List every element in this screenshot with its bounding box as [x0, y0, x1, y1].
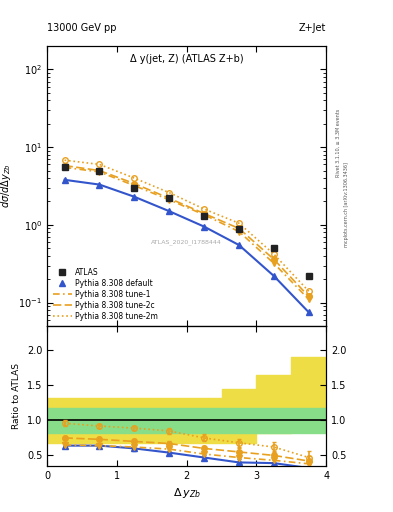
Pythia 8.308 tune-1	[237, 228, 241, 234]
Pythia 8.308 default	[307, 309, 311, 315]
Pythia 8.308 tune-1	[307, 296, 311, 303]
Pythia 8.308 tune-2c	[237, 225, 241, 231]
Pythia 8.308 tune-2m	[97, 161, 102, 167]
ATLAS	[97, 167, 102, 174]
Pythia 8.308 default	[62, 177, 67, 183]
Pythia 8.308 tune-2m	[202, 206, 206, 212]
ATLAS	[307, 273, 311, 279]
Pythia 8.308 tune-2m	[272, 251, 276, 257]
Pythia 8.308 tune-2c	[307, 293, 311, 300]
X-axis label: $\Delta\,y_{Zb}$: $\Delta\,y_{Zb}$	[173, 486, 200, 500]
Line: Pythia 8.308 tune-2m: Pythia 8.308 tune-2m	[64, 160, 309, 291]
Pythia 8.308 default	[97, 182, 102, 188]
Pythia 8.308 default	[132, 194, 137, 200]
Line: Pythia 8.308 tune-2c: Pythia 8.308 tune-2c	[64, 165, 309, 296]
Pythia 8.308 tune-2m	[62, 157, 67, 163]
Text: mcplots.cern.ch [arXiv:1306.3436]: mcplots.cern.ch [arXiv:1306.3436]	[344, 162, 349, 247]
Text: Rivet 3.1.10, ≥ 3.3M events: Rivet 3.1.10, ≥ 3.3M events	[336, 109, 341, 178]
Pythia 8.308 tune-1	[272, 260, 276, 266]
Line: ATLAS: ATLAS	[61, 164, 312, 280]
Pythia 8.308 tune-2c	[202, 210, 206, 217]
Pythia 8.308 tune-2c	[167, 195, 172, 201]
ATLAS	[237, 226, 241, 232]
Pythia 8.308 tune-2c	[97, 167, 102, 174]
Pythia 8.308 default	[167, 208, 172, 214]
ATLAS	[167, 195, 172, 201]
Pythia 8.308 tune-2c	[132, 181, 137, 187]
Pythia 8.308 tune-1	[132, 183, 137, 189]
Text: Z+Jet: Z+Jet	[299, 23, 326, 33]
Pythia 8.308 tune-2m	[167, 189, 172, 196]
ATLAS	[132, 185, 137, 191]
Pythia 8.308 tune-1	[202, 211, 206, 218]
Text: Δ y(jet, Z) (ATLAS Z+b): Δ y(jet, Z) (ATLAS Z+b)	[130, 54, 244, 65]
Y-axis label: Ratio to ATLAS: Ratio to ATLAS	[12, 363, 21, 429]
Pythia 8.308 default	[272, 273, 276, 279]
Pythia 8.308 tune-1	[62, 164, 67, 170]
Pythia 8.308 tune-2m	[237, 220, 241, 226]
ATLAS	[62, 164, 67, 170]
Pythia 8.308 tune-1	[97, 169, 102, 175]
Pythia 8.308 tune-2m	[307, 288, 311, 294]
Pythia 8.308 default	[237, 242, 241, 248]
Text: 13000 GeV pp: 13000 GeV pp	[47, 23, 117, 33]
Y-axis label: $d\sigma/d\Delta y_{Zb}$: $d\sigma/d\Delta y_{Zb}$	[0, 163, 13, 208]
Line: Pythia 8.308 default: Pythia 8.308 default	[62, 177, 312, 315]
Pythia 8.308 tune-1	[167, 197, 172, 203]
Pythia 8.308 tune-2c	[62, 162, 67, 168]
ATLAS	[202, 213, 206, 219]
Text: ATLAS_2020_I1788444: ATLAS_2020_I1788444	[151, 239, 222, 245]
ATLAS	[272, 245, 276, 251]
Pythia 8.308 default	[202, 224, 206, 230]
Pythia 8.308 tune-2c	[272, 257, 276, 263]
Legend: ATLAS, Pythia 8.308 default, Pythia 8.308 tune-1, Pythia 8.308 tune-2c, Pythia 8: ATLAS, Pythia 8.308 default, Pythia 8.30…	[51, 266, 159, 322]
Line: Pythia 8.308 tune-1: Pythia 8.308 tune-1	[64, 167, 309, 300]
Pythia 8.308 tune-2m	[132, 175, 137, 181]
